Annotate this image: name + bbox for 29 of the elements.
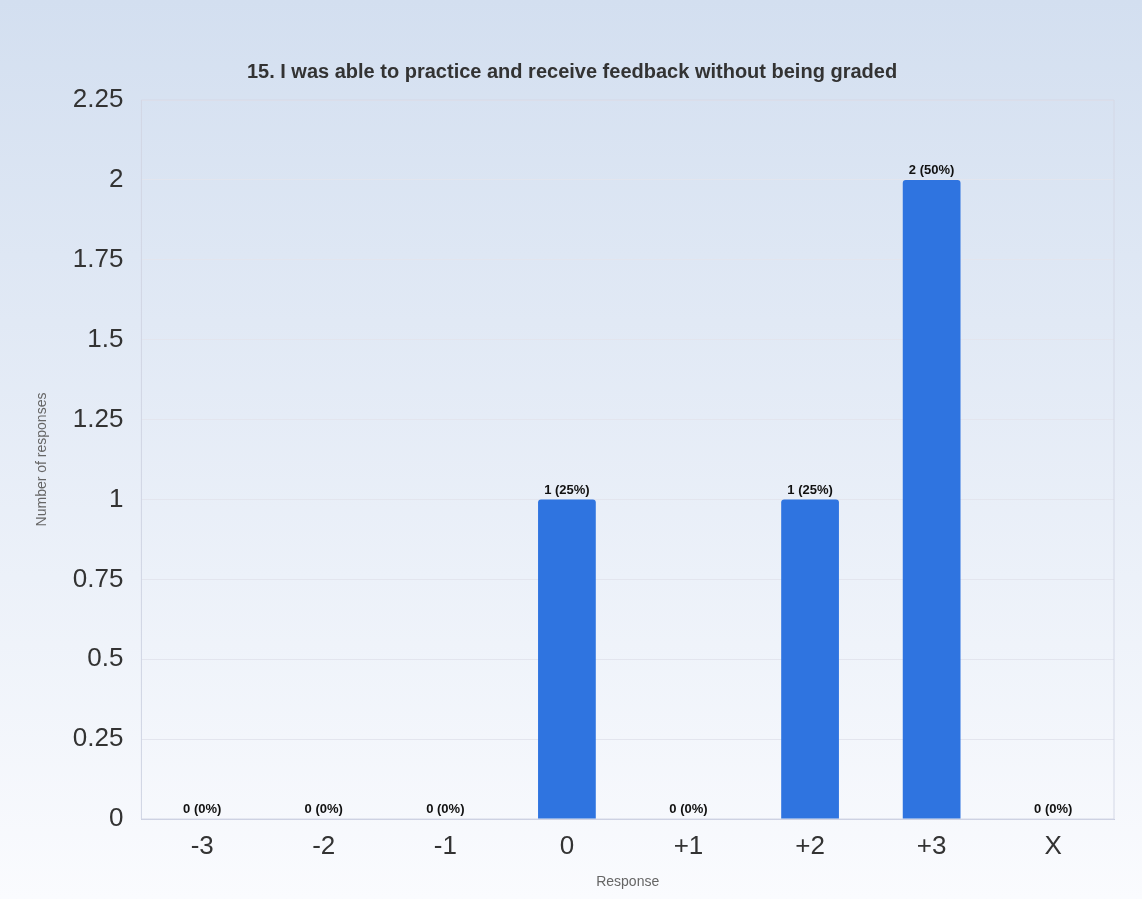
y-tick-label: 1.25 — [72, 402, 124, 433]
y-tick-label: 2 — [108, 163, 124, 194]
x-tick-label: -3 — [190, 829, 214, 860]
data-label: 0 (0%) — [669, 801, 708, 817]
x-tick-label: -2 — [312, 829, 336, 860]
y-axis-title: Number of responses — [33, 392, 50, 527]
chart-title: 15. I was able to practice and receive feedback without being graded — [246, 59, 898, 82]
y-tick-label: 0.5 — [87, 642, 124, 673]
x-tick-label: +2 — [795, 829, 825, 860]
y-tick-label: 1 — [108, 482, 124, 513]
x-tick-label: +3 — [916, 829, 947, 860]
x-tick-label: 0 — [559, 829, 575, 860]
x-tick-label: -1 — [433, 829, 457, 860]
y-tick-label: 1.5 — [87, 322, 124, 353]
data-label: 1 (25%) — [544, 481, 590, 497]
y-tick-label: 0.75 — [72, 562, 124, 593]
y-tick-label: 2.25 — [72, 83, 124, 114]
y-tick-label: 0 — [108, 802, 124, 833]
x-tick-label: +1 — [673, 829, 704, 860]
y-tick-label: 1.75 — [72, 242, 124, 273]
data-label: 2 (50%) — [908, 161, 955, 177]
data-label: 0 (0%) — [1034, 801, 1073, 817]
x-axis-title: Response — [596, 873, 660, 890]
data-label: 0 (0%) — [183, 801, 222, 817]
data-label: 0 (0%) — [426, 801, 465, 817]
x-tick-label: X — [1044, 829, 1062, 860]
y-tick-label: 0.25 — [72, 722, 124, 753]
data-label: 0 (0%) — [304, 801, 343, 817]
data-label: 1 (25%) — [787, 481, 833, 497]
